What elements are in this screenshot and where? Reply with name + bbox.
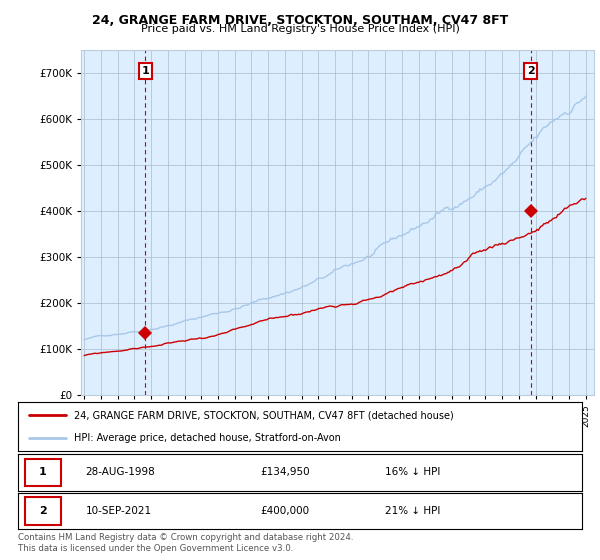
Bar [25, 497, 61, 525]
Text: 28-AUG-1998: 28-AUG-1998 [86, 468, 155, 477]
Text: HPI: Average price, detached house, Stratford-on-Avon: HPI: Average price, detached house, Stra… [74, 433, 341, 444]
Text: 24, GRANGE FARM DRIVE, STOCKTON, SOUTHAM, CV47 8FT (detached house): 24, GRANGE FARM DRIVE, STOCKTON, SOUTHAM… [74, 410, 454, 421]
Text: 2: 2 [527, 66, 535, 76]
Text: £400,000: £400,000 [260, 506, 310, 516]
Text: 2: 2 [39, 506, 47, 516]
Text: £134,950: £134,950 [260, 468, 310, 477]
Bar [25, 459, 61, 486]
Text: 10-SEP-2021: 10-SEP-2021 [86, 506, 152, 516]
Text: Price paid vs. HM Land Registry's House Price Index (HPI): Price paid vs. HM Land Registry's House … [140, 24, 460, 34]
Text: Contains HM Land Registry data © Crown copyright and database right 2024.
This d: Contains HM Land Registry data © Crown c… [18, 533, 353, 553]
Text: 1: 1 [39, 468, 47, 477]
Text: 16% ↓ HPI: 16% ↓ HPI [385, 468, 440, 477]
Text: 1: 1 [142, 66, 149, 76]
Text: 21% ↓ HPI: 21% ↓ HPI [385, 506, 440, 516]
Text: 24, GRANGE FARM DRIVE, STOCKTON, SOUTHAM, CV47 8FT: 24, GRANGE FARM DRIVE, STOCKTON, SOUTHAM… [92, 14, 508, 27]
